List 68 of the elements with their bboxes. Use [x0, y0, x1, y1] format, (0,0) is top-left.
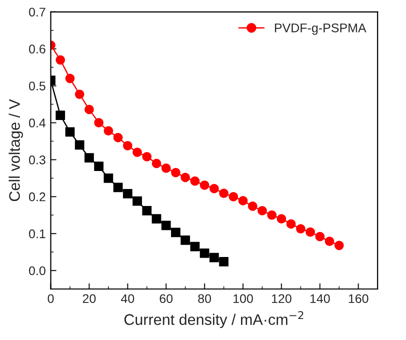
y-axis-title: Cell voltage / V — [8, 99, 23, 202]
point — [65, 74, 75, 84]
point — [161, 164, 171, 173]
point — [180, 236, 190, 245]
y-tick-label: 0.2 — [29, 192, 46, 202]
point — [334, 240, 344, 250]
point — [104, 126, 114, 136]
y-tick-label: 0.0 — [29, 266, 46, 276]
point — [65, 127, 75, 137]
point — [190, 176, 200, 186]
point — [122, 188, 132, 198]
legend-label: PVDF-g-PSPMA — [274, 23, 366, 35]
y-tick-label: 0.7 — [29, 8, 46, 17]
point — [152, 158, 162, 168]
point — [94, 118, 104, 128]
point — [209, 252, 219, 262]
point — [238, 196, 248, 206]
point — [180, 172, 190, 182]
point — [56, 55, 66, 65]
point — [84, 153, 94, 163]
point — [248, 202, 258, 211]
point — [161, 220, 171, 230]
point — [267, 210, 277, 220]
x-tick-label: 0 — [48, 294, 54, 304]
point — [258, 206, 267, 216]
x-tick-label: 140 — [310, 294, 330, 304]
y-tick-label: 0.3 — [29, 155, 46, 164]
point — [286, 219, 296, 229]
y-tick-label: 0.5 — [29, 82, 46, 90]
y-tick-label: 0.4 — [29, 118, 46, 128]
point — [104, 173, 114, 183]
point — [94, 162, 104, 172]
point — [74, 140, 84, 150]
point — [56, 110, 66, 120]
point — [228, 192, 238, 202]
point — [142, 206, 152, 216]
y-tick-label: 0.1 — [29, 229, 46, 238]
point — [132, 148, 142, 157]
point — [209, 184, 219, 194]
point — [200, 180, 210, 190]
point — [219, 188, 228, 198]
x-tick-label: 100 — [234, 294, 253, 304]
x-tick-label: 20 — [82, 294, 96, 304]
point — [171, 168, 180, 178]
point — [306, 227, 315, 237]
point — [324, 236, 334, 246]
point — [113, 182, 123, 192]
point — [171, 228, 180, 238]
point — [190, 242, 200, 252]
point — [132, 196, 142, 206]
point — [84, 104, 94, 114]
point — [113, 132, 123, 142]
x-tick-label: 60 — [160, 294, 173, 304]
y-tick-label: 0.6 — [29, 44, 46, 54]
x-tick-label: 40 — [120, 294, 134, 304]
point — [152, 214, 162, 224]
point — [74, 90, 84, 99]
point — [122, 140, 132, 150]
x-tick-label: 160 — [348, 294, 368, 304]
point — [142, 152, 152, 162]
x-axis-title: Current density / mA·cm$^{−2}$ — [124, 311, 304, 328]
point — [276, 214, 286, 224]
point — [296, 224, 306, 234]
x-tick-label: 120 — [272, 294, 292, 304]
point — [219, 256, 228, 266]
x-tick-label: 80 — [198, 294, 212, 304]
point — [200, 248, 210, 258]
point — [315, 232, 325, 242]
